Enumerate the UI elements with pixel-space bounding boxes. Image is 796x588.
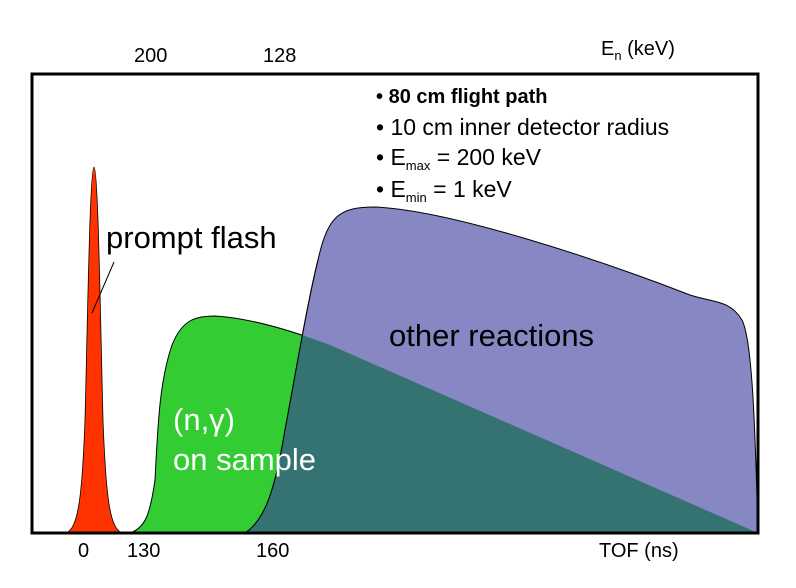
bottom-tick-0: 0: [78, 540, 90, 562]
n-gamma-label-line2: on sample: [173, 442, 317, 477]
bottom-tick-160: 160: [256, 540, 290, 562]
overlap-outline: [244, 259, 319, 534]
prompt-flash-pointer: [91, 261, 115, 314]
top-tick-128: 128: [263, 45, 297, 67]
n-gamma-label-line1: (n,γ): [173, 402, 235, 437]
bullet-emin: • Emin = 1 keV: [376, 176, 512, 205]
other-reactions-label: other reactions: [389, 318, 595, 353]
prompt-flash-label: prompt flash: [106, 220, 277, 255]
bottom-axis-label: TOF (ns): [599, 540, 679, 562]
bottom-tick-130: 130: [127, 540, 161, 562]
top-axis-label: En (keV): [601, 38, 675, 63]
prompt-flash-peak: [65, 166, 123, 534]
plot-frame: [30, 72, 760, 535]
top-tick-200: 200: [134, 45, 168, 67]
bullet-emax: • Emax = 200 keV: [376, 144, 541, 173]
bullet-detector-radius: • 10 cm inner detector radius: [376, 114, 670, 140]
bullet-flight-path: • 80 cm flight path: [376, 86, 548, 108]
